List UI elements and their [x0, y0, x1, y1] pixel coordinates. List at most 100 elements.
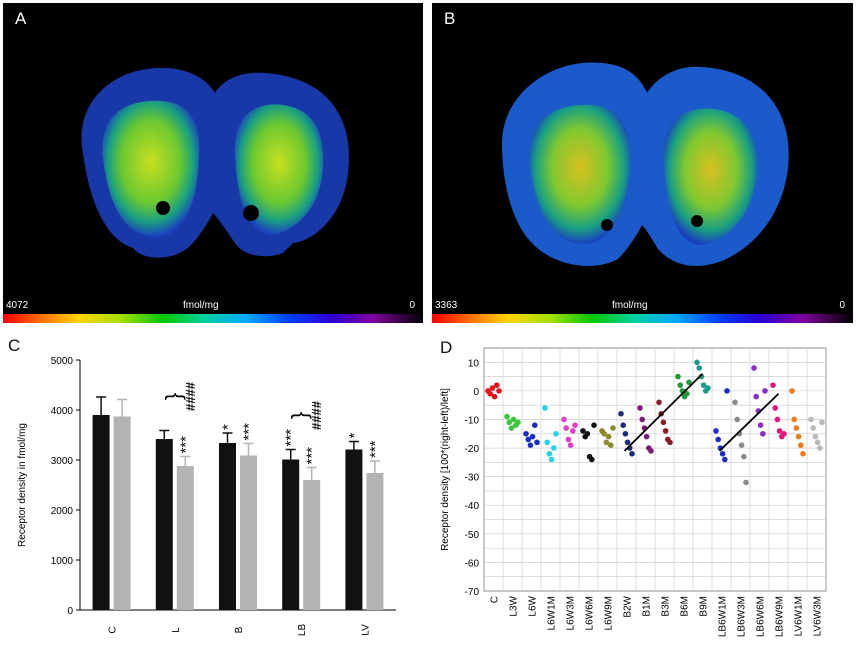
significance-mark: * — [220, 424, 237, 430]
data-point — [622, 430, 629, 437]
data-point — [567, 442, 574, 448]
bar — [219, 443, 236, 610]
data-point — [487, 390, 493, 397]
striatum-right-a — [234, 104, 324, 235]
data-point — [789, 388, 795, 394]
data-point — [608, 442, 614, 448]
y-tick-label: -10 — [465, 415, 480, 426]
data-point — [584, 430, 591, 437]
brain-section-a — [81, 67, 349, 258]
data-point — [629, 450, 635, 457]
y-axis-title: Receptor density in fmol/mg — [17, 423, 28, 547]
x-tick-label: LV6W3M — [813, 596, 824, 636]
autoradiograph-panel-b: B 3363 fmol/mg 0 — [432, 3, 853, 323]
y-tick-label: 2000 — [51, 506, 74, 517]
data-point — [819, 419, 825, 426]
data-point — [605, 433, 612, 440]
scale-max-b: 3363 — [435, 300, 458, 311]
data-point — [580, 428, 586, 434]
data-point — [523, 430, 529, 437]
data-point — [741, 453, 747, 460]
data-point — [570, 428, 576, 434]
data-point — [686, 379, 692, 386]
data-point — [618, 410, 624, 417]
data-point — [565, 436, 572, 443]
striatum-left-a — [102, 100, 200, 237]
lesion-left-a — [156, 201, 170, 215]
bracket-label: #### — [309, 400, 324, 430]
x-tick-label: B3M — [661, 596, 672, 617]
data-point — [544, 439, 550, 446]
x-tick-label: LB6W1M — [718, 596, 729, 637]
data-point — [667, 439, 673, 446]
data-point — [527, 442, 534, 448]
x-tick-label: L — [171, 627, 182, 633]
significance-mark: *** — [177, 436, 194, 454]
x-tick-label: C — [490, 596, 501, 603]
scale-unit-b: fmol/mg — [612, 300, 648, 311]
data-point — [508, 425, 515, 431]
lesion-right-b — [691, 215, 703, 227]
data-point — [713, 428, 719, 434]
lesion-left-b — [601, 219, 613, 231]
significance-mark: *** — [283, 429, 300, 447]
data-point — [637, 405, 643, 411]
data-point — [722, 456, 728, 463]
data-point — [793, 425, 800, 431]
x-tick-label: L6W1M — [547, 596, 558, 630]
y-tick-label: -70 — [465, 587, 480, 598]
bar — [345, 449, 363, 610]
data-point — [814, 439, 821, 446]
panel-label-a: A — [15, 9, 27, 28]
data-point — [675, 373, 681, 380]
data-point — [724, 388, 730, 394]
bar — [176, 466, 194, 610]
striatum-right-b — [663, 108, 758, 245]
data-point — [532, 422, 538, 428]
data-point — [781, 430, 787, 437]
x-tick-label: LB6W6M — [756, 596, 767, 637]
data-point — [760, 430, 766, 437]
bar — [92, 415, 110, 610]
bar — [303, 480, 321, 610]
bracket-label: #### — [183, 381, 198, 411]
data-point — [603, 439, 610, 446]
data-point — [624, 439, 631, 446]
scale-unit-a: fmol/mg — [183, 300, 219, 311]
data-point — [795, 433, 802, 440]
data-point — [776, 428, 783, 434]
data-point — [534, 439, 540, 446]
data-point — [660, 419, 667, 426]
significance-mark: *** — [304, 447, 321, 465]
data-point — [700, 382, 707, 388]
data-point — [563, 425, 569, 431]
data-point — [800, 450, 806, 457]
data-point — [610, 425, 616, 431]
data-point — [656, 399, 662, 406]
data-point — [705, 385, 711, 391]
x-tick-label: C — [108, 626, 119, 633]
x-tick-label: LB — [297, 624, 308, 637]
data-point — [504, 413, 510, 420]
data-point — [510, 416, 517, 423]
significance-mark: *** — [367, 440, 384, 458]
y-tick-label: 3000 — [51, 456, 74, 467]
data-point — [620, 422, 626, 428]
data-point — [751, 365, 757, 371]
data-point — [515, 419, 521, 426]
data-point — [548, 456, 555, 463]
data-point — [757, 422, 764, 428]
data-point — [684, 390, 690, 397]
bar — [366, 473, 384, 610]
x-tick-label: B2W — [623, 595, 634, 617]
data-point — [572, 422, 578, 428]
y-axis-title: Receptor density [100*(right-left)/left] — [440, 388, 451, 551]
data-point — [591, 422, 597, 428]
panel-label-b: B — [444, 9, 456, 28]
y-tick-label: -40 — [465, 501, 480, 512]
autoradiograph-panel-a: A 4072 fmol/mg 0 — [3, 3, 423, 323]
data-point — [542, 405, 548, 411]
data-point — [648, 448, 654, 454]
scale-min-b: 0 — [839, 300, 845, 311]
x-tick-label: L6W — [528, 595, 539, 616]
